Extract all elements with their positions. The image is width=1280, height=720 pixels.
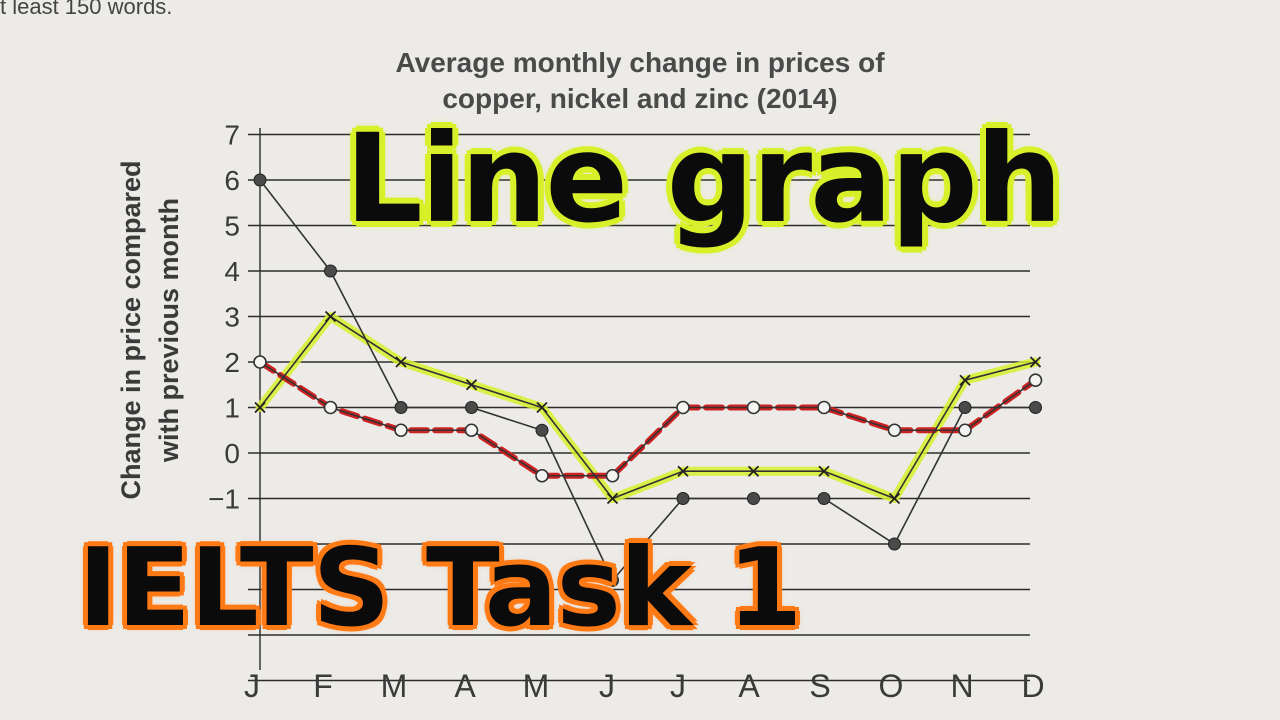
data-point bbox=[464, 423, 479, 438]
x-tick-label: S bbox=[809, 668, 830, 704]
data-point bbox=[1028, 373, 1043, 388]
data-point bbox=[959, 374, 971, 386]
y-tick-label: 4 bbox=[224, 256, 240, 287]
data-point bbox=[746, 400, 761, 415]
series-line bbox=[259, 315, 1036, 500]
y-tick-label: 3 bbox=[224, 302, 240, 333]
data-point bbox=[677, 465, 689, 477]
data-point bbox=[818, 465, 830, 477]
data-point bbox=[958, 401, 972, 414]
x-tick-label: F bbox=[313, 668, 333, 704]
y-tick-label: 5 bbox=[224, 211, 240, 242]
x-tick-label: J bbox=[244, 668, 260, 704]
x-tick-label: O bbox=[879, 668, 904, 704]
data-point bbox=[888, 537, 901, 551]
data-point bbox=[605, 468, 620, 483]
data-point bbox=[324, 310, 337, 323]
y-tick-label: 6 bbox=[224, 165, 240, 196]
series-line bbox=[259, 361, 1036, 477]
chart-title-line: copper, nickel and zinc (2014) bbox=[442, 83, 837, 114]
data-point bbox=[254, 401, 266, 414]
x-tick-label: A bbox=[738, 668, 760, 704]
data-point bbox=[536, 401, 548, 414]
data-point bbox=[535, 468, 549, 483]
x-tick-label: J bbox=[599, 668, 615, 704]
data-point bbox=[1029, 401, 1042, 414]
data-point bbox=[324, 264, 337, 278]
y-tick-label: −1 bbox=[208, 484, 240, 515]
data-markers bbox=[253, 173, 1043, 587]
x-tick-label: M bbox=[381, 668, 408, 704]
data-point bbox=[253, 173, 267, 187]
y-axis-title-line: with previous month bbox=[154, 198, 184, 463]
data-point bbox=[394, 401, 408, 414]
data-point bbox=[747, 465, 760, 477]
y-axis-title: Change in price compared with previous mo… bbox=[116, 160, 184, 499]
gridlines bbox=[248, 128, 1030, 682]
y-tick-label: 7 bbox=[224, 120, 240, 151]
chart-title: Average monthly change in prices of coppe… bbox=[395, 47, 885, 114]
data-point bbox=[958, 423, 972, 438]
data-point bbox=[887, 423, 902, 438]
data-point bbox=[817, 492, 831, 505]
x-tick-label: D bbox=[1021, 668, 1044, 704]
data-point bbox=[747, 492, 760, 505]
data-point bbox=[394, 423, 408, 438]
x-tick-label: J bbox=[670, 668, 686, 704]
data-point bbox=[606, 573, 619, 587]
y-tick-label: 2 bbox=[224, 347, 240, 378]
data-point bbox=[395, 356, 407, 368]
data-point bbox=[323, 400, 338, 415]
thumbnail-subhead: IELTS Task 1 bbox=[78, 526, 802, 651]
data-point bbox=[817, 400, 831, 415]
data-point bbox=[465, 401, 478, 414]
data-point bbox=[888, 492, 901, 505]
x-tick-label: A bbox=[454, 668, 476, 704]
series-line bbox=[259, 179, 1036, 582]
data-point bbox=[1029, 356, 1042, 368]
data-point bbox=[676, 400, 690, 415]
y-axis-title-line: Change in price compared bbox=[116, 160, 146, 499]
data-point bbox=[253, 355, 267, 369]
y-tick-label: 1 bbox=[224, 393, 240, 424]
data-point bbox=[606, 492, 619, 505]
x-tick-label: M bbox=[523, 668, 550, 704]
data-point bbox=[465, 379, 478, 391]
y-tick-label: 0 bbox=[224, 438, 240, 469]
x-tick-label: N bbox=[950, 668, 973, 704]
data-point bbox=[676, 492, 690, 505]
y-tick-labels: 7 6 5 4 3 2 1 0 −1 bbox=[208, 120, 240, 515]
thumbnail-headline: Line graph bbox=[345, 108, 1063, 250]
chart-title-line: Average monthly change in prices of bbox=[395, 47, 885, 78]
data-point bbox=[535, 423, 549, 437]
page-top-snippet: t least 150 words. bbox=[0, 0, 173, 19]
series-lines bbox=[259, 179, 1036, 582]
